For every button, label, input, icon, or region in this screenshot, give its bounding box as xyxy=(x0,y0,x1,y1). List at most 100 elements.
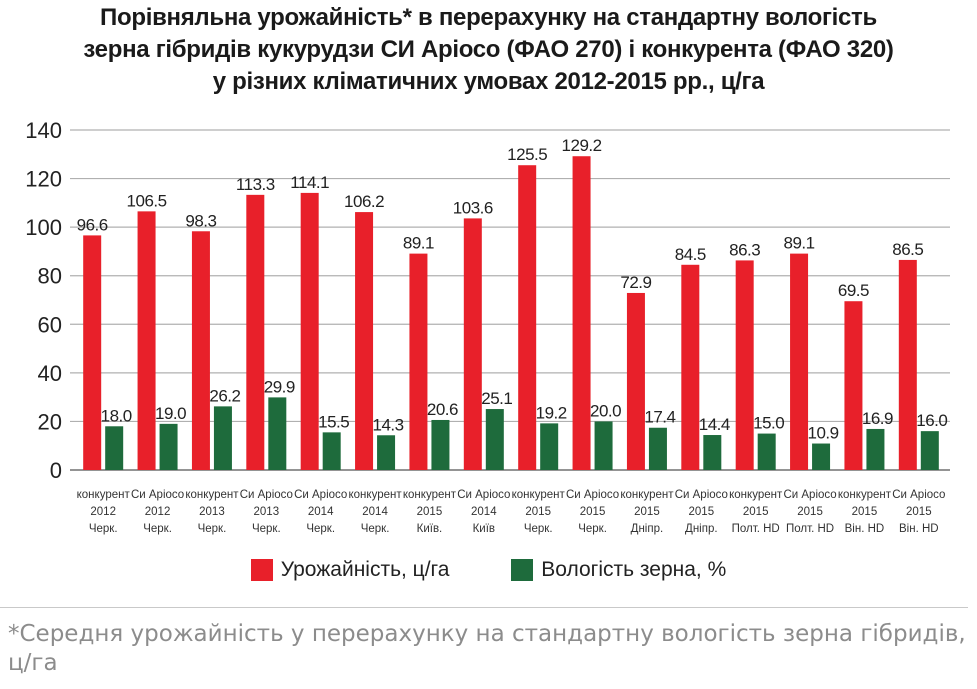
x-tick-label: 2012 xyxy=(90,506,116,518)
y-tick-label: 100 xyxy=(25,215,62,240)
yield-data-label: 125.5 xyxy=(507,145,547,164)
chart-title-line-2: зерна гібридів кукурудзи СИ Аріосо (ФАО … xyxy=(83,36,894,63)
moisture-bar xyxy=(757,433,776,470)
x-tick-label: Черк. xyxy=(361,523,390,535)
yield-data-label: 72.9 xyxy=(620,273,651,292)
yield-bar xyxy=(572,156,591,470)
moisture-bar xyxy=(213,406,232,470)
x-tick-label: Київ xyxy=(473,523,495,535)
x-tick-label: Си Аріосо xyxy=(457,489,510,501)
moisture-bar xyxy=(812,443,831,470)
x-tick-label: 2014 xyxy=(308,506,334,518)
moisture-data-label: 10.9 xyxy=(808,424,839,443)
yield-data-label: 106.2 xyxy=(344,192,384,211)
x-tick-label: Він. HD xyxy=(845,523,885,535)
x-tick-label: Си Аріосо xyxy=(675,489,728,501)
moisture-data-label: 17.4 xyxy=(644,408,675,427)
x-tick-label: конкурент xyxy=(77,489,131,501)
x-tick-label: конкурент xyxy=(512,489,566,501)
x-tick-label: Черк. xyxy=(306,523,335,535)
x-tick-label: Си Аріосо xyxy=(783,489,836,501)
moisture-data-label: 19.0 xyxy=(155,404,186,423)
yield-data-label: 103.6 xyxy=(453,198,493,217)
x-tick-label: 2013 xyxy=(254,506,280,518)
yield-data-label: 114.1 xyxy=(290,173,329,192)
footnote-divider xyxy=(0,607,968,608)
x-tick-label: конкурент xyxy=(729,489,783,501)
x-tick-label: 2014 xyxy=(471,506,497,518)
footnote: *Середня урожайність у перерахунку на ст… xyxy=(8,621,966,676)
x-tick-label: Черк. xyxy=(524,523,553,535)
yield-bar xyxy=(246,194,265,471)
yield-bar xyxy=(83,235,102,470)
chart-title: Порівняльна урожайність* в перерахунку н… xyxy=(0,2,977,98)
x-tick-label: 2012 xyxy=(145,506,171,518)
x-tick-label: 2015 xyxy=(906,506,932,518)
moisture-bar xyxy=(540,423,559,470)
yield-bar xyxy=(735,260,754,470)
yield-data-label: 86.5 xyxy=(892,240,923,259)
moisture-data-label: 26.2 xyxy=(209,386,240,405)
moisture-data-label: 19.2 xyxy=(536,403,567,422)
chart-title-line-1: Порівняльна урожайність* в перерахунку н… xyxy=(100,4,877,31)
moisture-data-label: 29.9 xyxy=(264,377,295,396)
x-tick-label: Черк. xyxy=(89,523,118,535)
x-tick-label: Полт. HD xyxy=(786,523,834,535)
x-tick-label: Си Аріосо xyxy=(240,489,293,501)
x-tick-label: Черк. xyxy=(578,523,607,535)
x-tick-label: конкурент xyxy=(185,489,239,501)
x-tick-label: конкурент xyxy=(620,489,674,501)
moisture-bar xyxy=(431,419,450,470)
yield-bar xyxy=(898,259,917,470)
yield-bar xyxy=(844,301,863,470)
moisture-data-label: 16.0 xyxy=(916,411,947,430)
y-tick-label: 20 xyxy=(38,409,62,434)
x-tick-label: Си Аріосо xyxy=(294,489,347,501)
x-tick-label: 2013 xyxy=(199,506,225,518)
moisture-data-label: 25.1 xyxy=(481,389,512,408)
x-tick-label: Київ. xyxy=(417,523,443,535)
legend-swatch-yield xyxy=(250,559,273,581)
x-tick-label: конкурент xyxy=(838,489,892,501)
y-tick-label: 140 xyxy=(25,118,62,143)
y-tick-label: 120 xyxy=(25,167,62,192)
yield-bar xyxy=(681,264,700,470)
yield-bar xyxy=(191,231,210,470)
x-tick-label: 2015 xyxy=(580,506,606,518)
yield-bar xyxy=(626,292,645,470)
x-tick-label: Черк. xyxy=(143,523,172,535)
legend-label-yield: Урожайність, ц/га xyxy=(280,558,450,581)
x-tick-label: Черк. xyxy=(198,523,227,535)
legend: Урожайність, ц/га Вологість зерна, % xyxy=(0,558,977,587)
moisture-bar xyxy=(268,397,287,470)
legend-label-moisture: Вологість зерна, % xyxy=(541,558,727,581)
yield-bar xyxy=(355,212,374,471)
yield-bar xyxy=(300,192,319,470)
yield-data-label: 129.2 xyxy=(562,136,602,155)
moisture-data-label: 20.6 xyxy=(427,400,458,419)
y-tick-label: 60 xyxy=(38,312,62,337)
legend-item-moisture: Вологість зерна, % xyxy=(511,558,726,582)
moisture-bar xyxy=(322,432,341,470)
x-tick-label: Черк. xyxy=(252,523,281,535)
x-tick-label: конкурент xyxy=(403,489,457,501)
y-tick-label: 40 xyxy=(38,361,62,386)
yield-data-label: 106.5 xyxy=(127,191,167,210)
bar-chart: 0 20 40 60 80 100 120 140 96.6 18.0 конкурент 2012 Ч… xyxy=(25,118,950,535)
moisture-data-label: 15.0 xyxy=(753,414,784,433)
yield-data-label: 98.3 xyxy=(185,211,216,230)
moisture-data-label: 20.0 xyxy=(590,401,621,420)
moisture-data-label: 14.3 xyxy=(373,415,404,434)
x-tick-label: 2015 xyxy=(417,506,443,518)
y-tick-label: 0 xyxy=(50,458,62,483)
yield-bar xyxy=(409,253,428,470)
moisture-data-label: 16.9 xyxy=(862,409,893,428)
yield-data-label: 69.5 xyxy=(838,281,869,300)
x-tick-label: Він. HD xyxy=(899,523,939,535)
moisture-bar xyxy=(485,409,504,470)
x-tick-label: Дніпр. xyxy=(685,523,718,535)
x-tick-label: Си Аріосо xyxy=(566,489,619,501)
x-tick-label: 2015 xyxy=(743,506,769,518)
x-tick-label: Полт. HD xyxy=(732,523,780,535)
yield-bar xyxy=(137,211,156,470)
